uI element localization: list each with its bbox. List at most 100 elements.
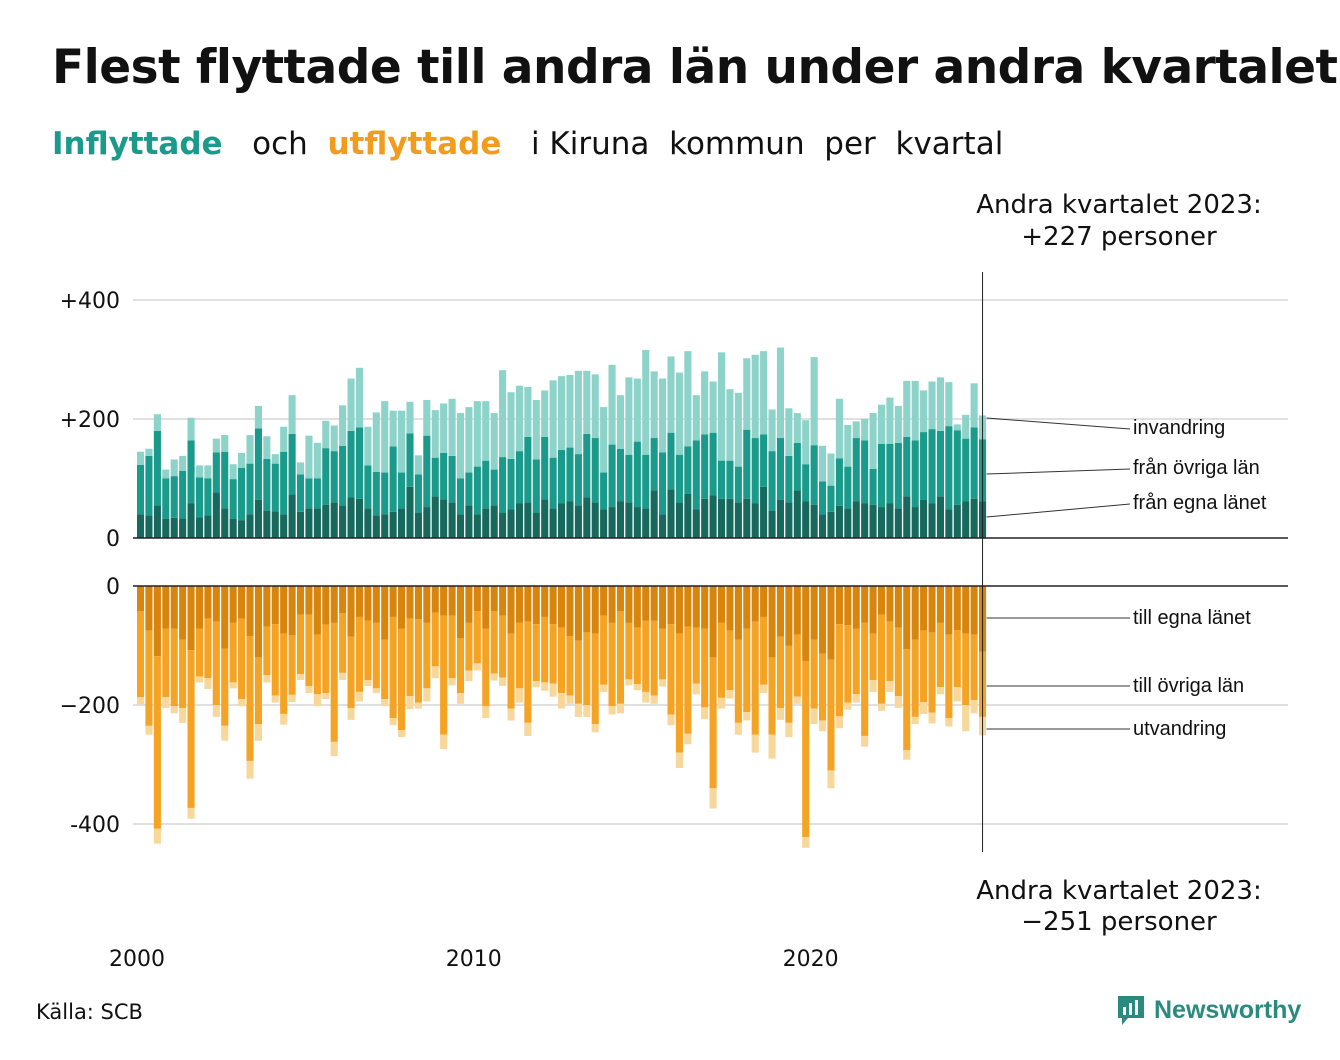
bar-outflow-segment (263, 626, 271, 676)
bar-inflow-segment (633, 507, 641, 538)
bar-outflow-segment (886, 621, 894, 682)
bar-outflow-segment (844, 625, 852, 703)
bar-outflow-segment (684, 626, 692, 734)
bar-outflow-segment (709, 788, 717, 809)
bar-outflow-segment (936, 622, 944, 688)
bar-inflow-segment (137, 514, 145, 538)
bar-outflow-segment (254, 724, 262, 741)
bar-inflow-segment (894, 508, 902, 538)
bar-inflow-segment (886, 443, 894, 504)
bar-inflow-segment (616, 501, 625, 538)
bar-inflow-segment (734, 502, 742, 538)
bar-outflow-segment (675, 633, 683, 753)
bar-outflow-segment (827, 770, 835, 789)
bar-inflow-segment (709, 381, 717, 433)
label-leader-top (986, 503, 1131, 518)
bar-inflow-segment (212, 452, 220, 493)
bar-outflow-segment (574, 703, 582, 717)
bar-inflow-segment (962, 501, 970, 538)
bar-inflow-segment (869, 504, 877, 538)
bar-outflow-segment (305, 586, 313, 615)
bar-inflow-segment (456, 413, 465, 479)
bar-inflow-segment (852, 421, 860, 439)
bar-inflow-segment (398, 508, 406, 538)
bar-inflow-segment (381, 401, 389, 473)
bar-outflow-segment (751, 586, 759, 622)
bar-outflow-segment (869, 633, 877, 681)
bar-inflow-segment (625, 377, 633, 455)
bar-inflow-segment (246, 463, 254, 515)
bar-inflow-segment (364, 426, 372, 466)
bar-outflow-segment (153, 586, 161, 657)
bar-inflow-segment (423, 435, 431, 508)
bar-inflow-segment (852, 438, 860, 502)
bar-inflow-segment (760, 351, 768, 435)
bar-outflow-segment (482, 706, 490, 719)
bar-outflow-segment (524, 586, 532, 622)
bar-inflow-segment (675, 502, 683, 538)
bar-inflow-segment (238, 452, 246, 468)
bar-outflow-segment (456, 586, 465, 639)
bar-outflow-segment (844, 586, 852, 626)
bar-inflow-segment (322, 448, 330, 505)
bar-inflow-segment (701, 498, 709, 538)
label-leader-top (986, 468, 1131, 475)
bar-inflow-segment (743, 429, 751, 499)
bar-inflow-segment (844, 466, 852, 509)
bar-outflow-segment (970, 634, 978, 701)
bar-inflow-segment (642, 508, 650, 538)
bar-outflow-segment (499, 677, 507, 686)
bar-inflow-segment (928, 381, 936, 430)
bar-outflow-segment (692, 586, 700, 628)
bar-inflow-segment (448, 398, 456, 456)
bar-outflow-segment (608, 706, 616, 715)
bar-inflow-segment (583, 370, 591, 434)
bar-outflow-segment (313, 634, 321, 695)
bar-inflow-segment (667, 432, 675, 490)
bar-inflow-segment (187, 440, 195, 504)
bar-inflow-segment (633, 378, 641, 442)
bar-inflow-segment (734, 466, 742, 503)
bar-outflow-segment (406, 586, 414, 619)
bar-outflow-segment (591, 724, 599, 733)
bar-outflow-segment (465, 670, 473, 682)
bar-outflow-segment (760, 616, 768, 685)
bar-inflow-segment (945, 426, 953, 510)
bar-outflow-segment (819, 720, 827, 732)
bar-outflow-segment (423, 688, 431, 702)
bar-outflow-segment (381, 639, 389, 700)
bar-inflow-segment (558, 503, 566, 538)
bar-inflow-segment (751, 354, 759, 439)
bar-outflow-segment (263, 675, 271, 683)
bar-outflow-segment (414, 702, 422, 709)
bar-inflow-segment (254, 405, 262, 429)
bar-inflow-segment (229, 518, 237, 538)
bar-inflow-segment (549, 457, 557, 509)
bar-outflow-segment (431, 612, 439, 667)
bar-outflow-segment (936, 586, 944, 623)
bar-outflow-segment (532, 681, 540, 688)
bar-inflow-segment (162, 469, 170, 479)
bar-inflow-segment (532, 513, 540, 538)
bar-outflow-segment (608, 586, 616, 623)
bar-inflow-segment (532, 459, 540, 514)
bar-outflow-segment (398, 586, 406, 629)
bar-outflow-segment (524, 722, 532, 736)
y-tick-label-bottom: 0 (106, 575, 120, 600)
label-leader-top (986, 417, 1131, 430)
bar-inflow-segment (911, 380, 919, 441)
bar-inflow-segment (709, 432, 717, 496)
bar-outflow-segment (238, 586, 246, 619)
bar-outflow-segment (482, 628, 490, 707)
bar-outflow-segment (322, 693, 330, 700)
bar-outflow-segment (229, 622, 237, 683)
bar-inflow-segment (920, 432, 928, 500)
bar-inflow-segment (642, 349, 650, 455)
bar-outflow-segment (717, 622, 726, 698)
bar-outflow-segment (701, 707, 709, 720)
bar-outflow-segment (389, 718, 397, 726)
bar-outflow-segment (204, 586, 212, 619)
bar-inflow-segment (793, 490, 801, 538)
bar-outflow-segment (692, 627, 700, 684)
bar-outflow-segment (179, 707, 187, 723)
